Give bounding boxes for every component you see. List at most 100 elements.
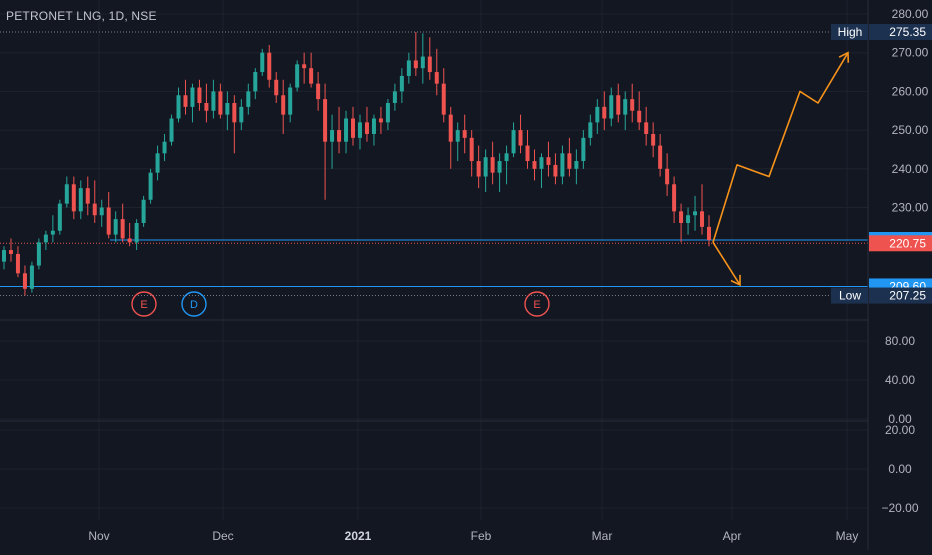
candle-body	[406, 60, 411, 76]
candle-body	[281, 95, 286, 115]
price-badge	[869, 23, 932, 40]
candle-body	[399, 75, 404, 92]
candle-body	[309, 68, 314, 84]
time-label: May	[836, 529, 859, 543]
candle-body	[204, 103, 209, 111]
candle-body	[476, 161, 481, 177]
candle-body	[504, 153, 509, 162]
candle-body	[120, 219, 125, 239]
price-axis[interactable]: 280.00 270.00 260.00 250.00 240.00 230.00 80.0…	[831, 0, 932, 550]
projection-arrows	[712, 51, 850, 287]
candle-body	[392, 91, 397, 104]
candle-body	[22, 273, 27, 289]
time-label: Dec	[212, 529, 233, 543]
candle-body	[385, 103, 390, 123]
candle-body	[546, 157, 551, 165]
candle-body	[602, 106, 607, 119]
candle-body	[225, 103, 230, 115]
dividend-marker	[181, 291, 207, 317]
candle-body	[36, 242, 41, 266]
candle-body	[637, 110, 642, 123]
candle-body	[267, 52, 272, 80]
candle-body	[29, 265, 34, 289]
candle-body	[623, 99, 628, 115]
candle-body	[378, 118, 383, 123]
projection-arrowhead	[838, 51, 850, 63]
candle-body	[78, 188, 83, 212]
price-tick: 280.00	[892, 7, 929, 21]
price-tick: 270.00	[892, 46, 929, 60]
candle-body	[330, 130, 335, 142]
candle-body	[43, 234, 48, 243]
candle-body	[441, 83, 446, 115]
price-badge-text: 220.75	[889, 236, 926, 250]
candle-body	[106, 207, 111, 235]
candle-body	[525, 145, 530, 162]
chart-grid	[0, 0, 932, 520]
price-tick: 230.00	[892, 201, 929, 215]
candle-body	[693, 211, 698, 216]
candle-body	[176, 95, 181, 119]
candle-body	[71, 184, 76, 212]
candle-body	[64, 184, 69, 204]
candle-body	[302, 64, 307, 69]
candle-body	[574, 161, 579, 169]
candle-body	[483, 157, 488, 177]
projection-line	[712, 52, 849, 243]
price-axis-bg	[868, 0, 932, 550]
candle-body	[420, 56, 425, 69]
candle-body	[469, 137, 474, 162]
candle-body	[337, 130, 342, 142]
indicator1-tick: 80.00	[885, 334, 915, 348]
candle-body	[127, 238, 132, 243]
candle-body	[351, 118, 356, 138]
indicator2-tick: 20.00	[885, 423, 915, 437]
indicator2-tick: 0.00	[888, 462, 912, 476]
candle-body	[323, 99, 328, 142]
candle-body	[616, 95, 621, 115]
candle-body	[344, 118, 349, 142]
candle-body	[511, 130, 516, 154]
candle-body	[218, 91, 223, 115]
earnings-marker-label: E	[140, 299, 147, 311]
candle-body	[15, 253, 20, 274]
candle-body	[707, 226, 711, 241]
candle-body	[658, 145, 663, 169]
candle-body	[85, 188, 90, 204]
candle-body	[148, 172, 153, 200]
candle-body	[253, 72, 258, 92]
price-tick: 240.00	[892, 162, 929, 176]
price-badge	[869, 235, 932, 252]
candle-body	[246, 91, 251, 107]
candle-body	[518, 130, 523, 146]
candle-body	[134, 222, 139, 243]
price-badge-label: Low	[839, 289, 861, 303]
time-label: Feb	[471, 529, 492, 543]
candle-body	[295, 64, 300, 88]
candle-body	[497, 161, 502, 173]
candle-body	[427, 56, 432, 73]
indicator1-tick: 40.00	[885, 373, 915, 387]
earnings-marker	[131, 291, 157, 317]
candle-body	[665, 168, 670, 185]
time-axis[interactable]: Nov Dec 2021 Feb Mar Apr May	[88, 529, 858, 543]
candle-body	[588, 122, 593, 138]
candle-body	[490, 157, 495, 173]
candle-body	[169, 118, 174, 142]
candle-body	[183, 95, 188, 107]
projection-line	[712, 241, 741, 286]
candle-body	[92, 203, 97, 216]
candle-body	[651, 133, 656, 146]
price-lines	[0, 31, 868, 297]
candle-body	[239, 106, 244, 123]
candle-body	[316, 83, 321, 100]
candle-body	[141, 199, 146, 223]
candle-body	[686, 215, 691, 223]
candle-body	[8, 250, 13, 254]
candle-body	[560, 153, 565, 177]
price-badge-text: 207.25	[889, 289, 926, 303]
candle-body	[113, 219, 118, 235]
dividend-marker-label: D	[190, 299, 198, 311]
candle-body	[190, 87, 195, 107]
